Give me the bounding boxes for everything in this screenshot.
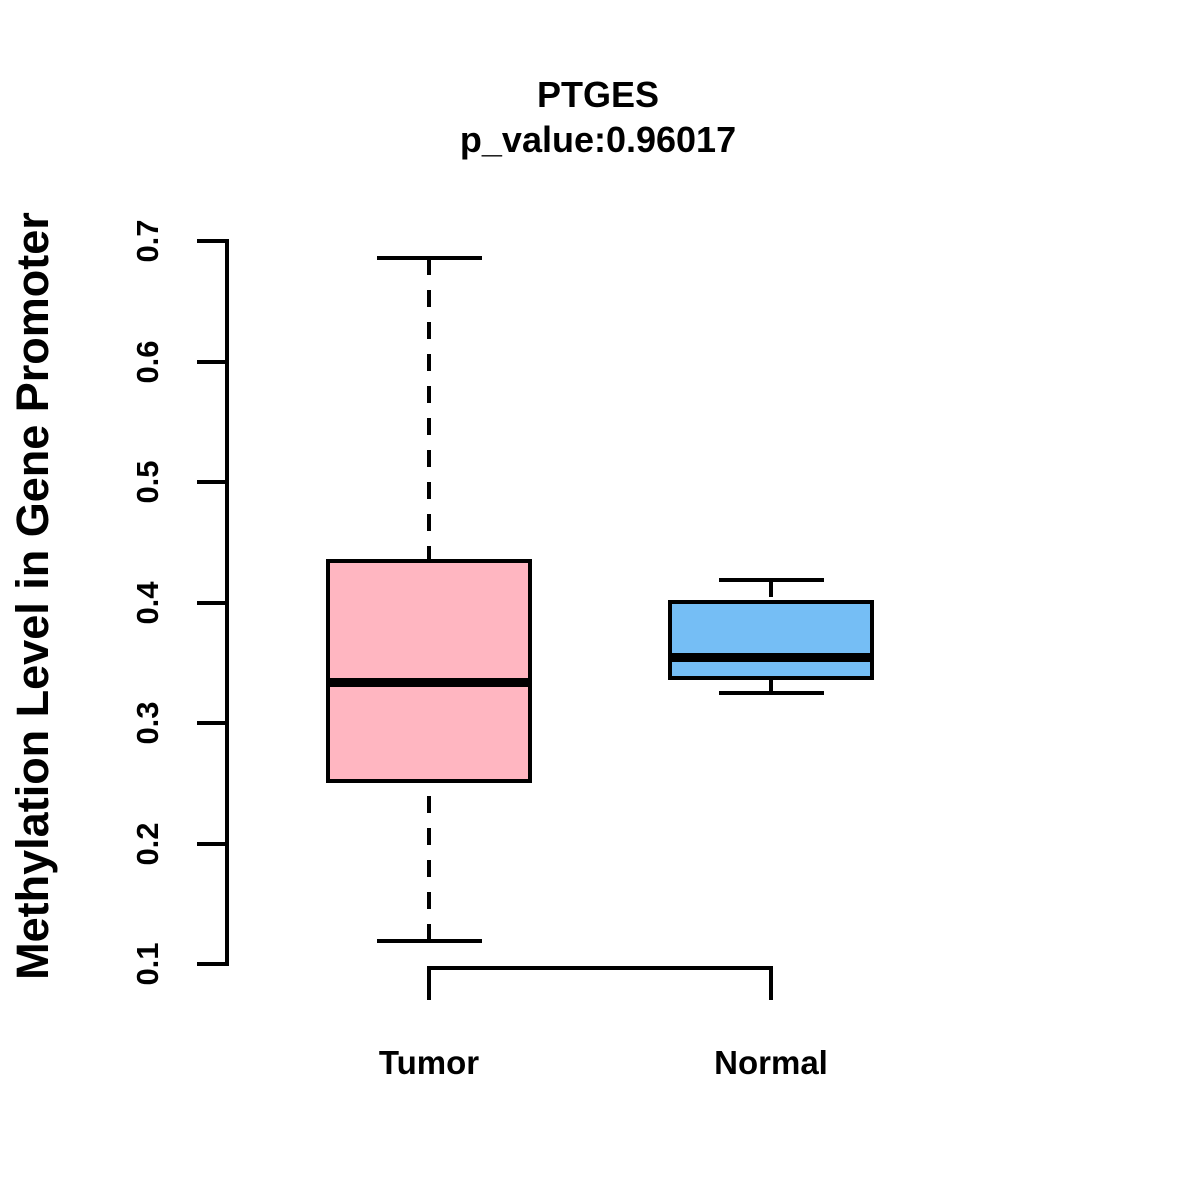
x-label-tumor: Tumor (378, 1044, 480, 1081)
normal-box (668, 600, 874, 680)
y-axis-tick (197, 239, 225, 243)
y-tick-label: 0.4 (130, 580, 165, 625)
y-tick-label: 0.7 (130, 219, 165, 263)
y-tick-label: 0.6 (130, 339, 165, 384)
normal-lower-whisker-cap (718, 690, 824, 695)
y-axis-tick (197, 480, 225, 484)
tumor-upper-whisker (427, 257, 431, 560)
y-tick-label: 0.2 (130, 821, 165, 866)
tumor-upper-whisker-cap (376, 255, 482, 260)
y-axis-tick (197, 962, 225, 966)
x-label-normal: Normal (714, 1044, 828, 1081)
normal-upper-whisker-cap (718, 577, 824, 582)
tumor-lower-whisker (427, 783, 431, 942)
y-axis-tick (197, 721, 225, 725)
normal-lower-whisker (769, 679, 773, 693)
x-axis-line (427, 966, 773, 1000)
y-tick-label: 0.1 (130, 942, 165, 986)
y-tick-label: 0.5 (130, 460, 165, 504)
tumor-median-line (326, 677, 532, 687)
tumor-box (326, 559, 532, 784)
y-axis-title: Methylation Level in Gene Promoter (7, 212, 58, 980)
y-tick-label: 0.3 (130, 701, 165, 745)
y-axis-tick (197, 600, 225, 605)
chart-title: PTGES (536, 74, 660, 115)
y-axis-line (225, 239, 229, 966)
chart-subtitle-pvalue: p_value:0.96017 (459, 119, 737, 160)
tumor-lower-whisker-cap (376, 939, 482, 944)
y-axis-tick (197, 841, 225, 846)
normal-median-line (668, 653, 874, 663)
normal-upper-whisker (769, 579, 773, 601)
y-axis-tick (197, 359, 225, 364)
